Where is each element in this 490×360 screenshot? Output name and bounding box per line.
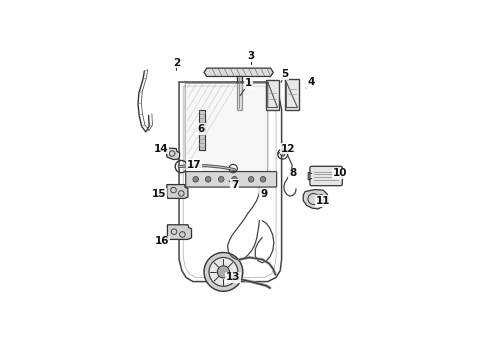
Text: 11: 11 bbox=[316, 196, 330, 206]
Polygon shape bbox=[204, 68, 273, 76]
Text: 12: 12 bbox=[281, 144, 296, 153]
Circle shape bbox=[261, 177, 265, 181]
Polygon shape bbox=[167, 185, 188, 198]
FancyBboxPatch shape bbox=[237, 76, 242, 110]
Polygon shape bbox=[303, 190, 328, 209]
FancyBboxPatch shape bbox=[310, 166, 343, 186]
Circle shape bbox=[280, 152, 285, 156]
Circle shape bbox=[194, 177, 197, 181]
Polygon shape bbox=[285, 79, 299, 110]
Text: 2: 2 bbox=[172, 58, 180, 68]
Circle shape bbox=[217, 266, 229, 278]
Polygon shape bbox=[166, 148, 180, 159]
Text: 15: 15 bbox=[152, 189, 166, 199]
Circle shape bbox=[204, 252, 243, 291]
Text: 13: 13 bbox=[226, 273, 241, 283]
Text: 7: 7 bbox=[231, 180, 238, 190]
Polygon shape bbox=[267, 80, 279, 110]
Text: 5: 5 bbox=[281, 69, 288, 79]
FancyBboxPatch shape bbox=[186, 172, 277, 187]
Text: 8: 8 bbox=[289, 168, 296, 179]
Circle shape bbox=[249, 177, 253, 181]
Text: 16: 16 bbox=[155, 237, 169, 246]
FancyBboxPatch shape bbox=[199, 110, 205, 150]
Circle shape bbox=[219, 177, 223, 181]
Text: 14: 14 bbox=[154, 144, 169, 153]
Text: 4: 4 bbox=[307, 77, 315, 87]
Text: 3: 3 bbox=[247, 51, 255, 61]
Text: 10: 10 bbox=[333, 168, 347, 179]
Circle shape bbox=[206, 177, 210, 181]
Text: 17: 17 bbox=[187, 160, 201, 170]
Polygon shape bbox=[185, 84, 268, 179]
Circle shape bbox=[233, 177, 237, 181]
Text: 6: 6 bbox=[197, 124, 205, 134]
Text: 9: 9 bbox=[260, 189, 267, 199]
Polygon shape bbox=[168, 225, 192, 239]
Text: 1: 1 bbox=[245, 78, 252, 89]
Circle shape bbox=[209, 257, 238, 286]
